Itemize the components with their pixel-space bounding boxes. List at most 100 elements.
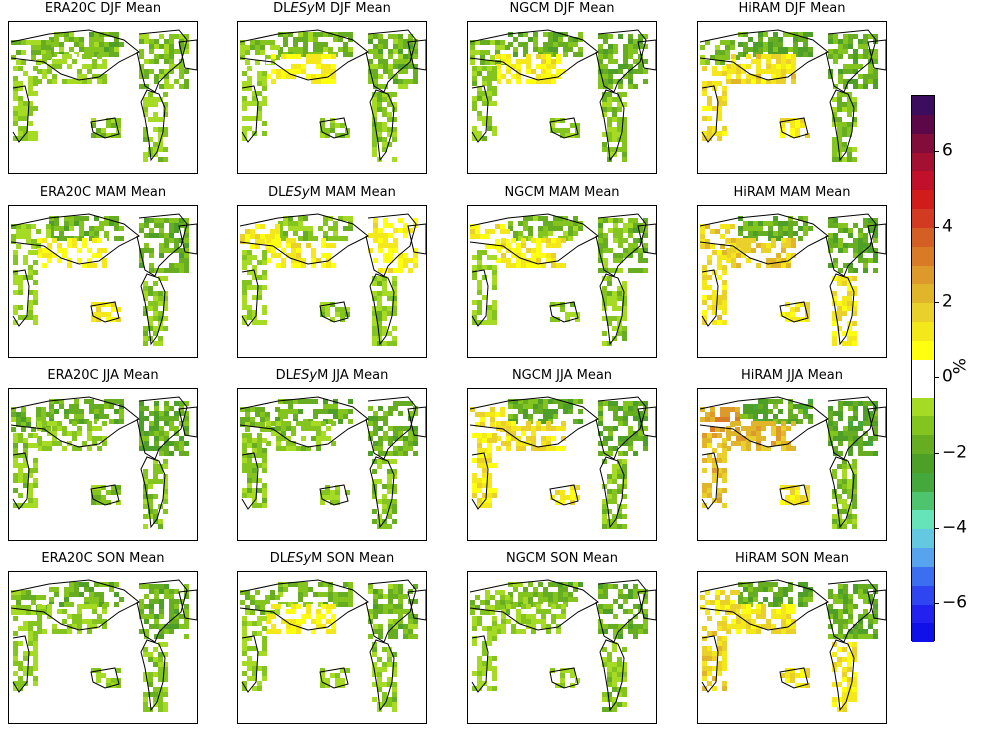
grid-cell — [717, 101, 722, 106]
grid-cell — [513, 47, 518, 52]
grid-cell — [47, 446, 52, 451]
grid-cell — [252, 438, 257, 443]
grid-cell — [387, 117, 392, 122]
grid-cell — [158, 667, 163, 672]
grid-cell — [94, 404, 99, 409]
grid-cell — [92, 74, 97, 79]
grid-cell — [623, 223, 628, 228]
grid-cell — [28, 275, 33, 280]
grid-cell — [144, 406, 149, 411]
grid-cell — [551, 79, 556, 84]
grid-cell — [106, 683, 111, 688]
grid-cell — [798, 47, 803, 52]
grid-cell — [144, 74, 149, 79]
grid-cell — [546, 441, 551, 446]
grid-cell — [291, 604, 296, 609]
grid-cell — [570, 312, 575, 317]
grid-cell — [778, 602, 783, 607]
grid-cell — [778, 47, 783, 52]
grid-cell — [598, 84, 603, 89]
coastline — [699, 29, 829, 81]
grid-cell — [89, 32, 94, 37]
grid-cell — [531, 258, 536, 263]
grid-cell — [786, 238, 791, 243]
grid-cell — [511, 64, 516, 69]
grid-cell — [852, 519, 857, 524]
grid-cell — [283, 32, 288, 37]
grid-cell — [838, 416, 843, 421]
grid-cell — [33, 443, 38, 448]
grid-cell — [578, 52, 583, 57]
grid-cell — [266, 614, 271, 619]
grid-cell — [516, 619, 521, 624]
grid-cell — [873, 79, 878, 84]
grid-cell — [492, 270, 497, 275]
grid-cell — [832, 122, 837, 127]
grid-cell — [702, 433, 707, 438]
grid-cell — [873, 416, 878, 421]
grid-cell — [23, 126, 28, 131]
grid-cell — [387, 697, 392, 702]
grid-cell — [607, 127, 612, 132]
grid-cell — [863, 74, 868, 79]
grid-cell — [143, 132, 148, 137]
grid-cell — [257, 76, 262, 81]
grid-cell — [87, 64, 92, 69]
grid-cell — [265, 595, 270, 600]
grid-cell — [184, 624, 189, 629]
grid-cell — [558, 592, 563, 597]
grid-cell — [472, 126, 477, 131]
grid-cell — [144, 243, 149, 248]
grid-cell — [169, 248, 174, 253]
grid-cell — [288, 409, 293, 414]
grid-cell — [700, 224, 705, 229]
grid-cell — [741, 253, 746, 258]
grid-cell — [702, 81, 707, 86]
grid-cell — [13, 136, 18, 141]
grid-cell — [291, 624, 296, 629]
grid-cell — [548, 226, 553, 231]
grid-cell — [482, 280, 487, 285]
grid-cell — [16, 417, 21, 422]
grid-cell — [607, 281, 612, 286]
grid-cell — [18, 681, 23, 686]
grid-cell — [766, 263, 771, 268]
grid-cell — [293, 226, 298, 231]
grid-cell — [511, 436, 516, 441]
grid-cell — [154, 446, 159, 451]
grid-cell — [548, 602, 553, 607]
grid-cell — [528, 597, 533, 602]
grid-cell — [398, 218, 403, 223]
grid-cell — [492, 285, 497, 290]
grid-cell — [94, 52, 99, 57]
grid-cell — [795, 123, 800, 128]
grid-cell — [311, 619, 316, 624]
grid-cell — [741, 248, 746, 253]
grid-cell — [720, 590, 725, 595]
grid-cell — [368, 634, 373, 639]
grid-cell — [311, 258, 316, 263]
grid-cell — [387, 657, 392, 662]
grid-cell — [832, 276, 837, 281]
grid-cell — [343, 52, 348, 57]
grid-cell — [702, 295, 707, 300]
grid-cell — [372, 276, 377, 281]
grid-cell — [873, 228, 878, 233]
grid-cell — [242, 106, 247, 111]
grid-cell — [169, 624, 174, 629]
grid-cell — [858, 84, 863, 89]
grid-cell — [618, 441, 623, 446]
grid-cell — [398, 604, 403, 609]
grid-cell — [345, 490, 350, 495]
grid-cell — [623, 406, 628, 411]
grid-cell — [482, 666, 487, 671]
grid-cell — [633, 436, 638, 441]
grid-cell — [546, 629, 551, 634]
grid-cell — [33, 621, 38, 626]
grid-cell — [617, 464, 622, 469]
grid-cell — [164, 594, 169, 599]
grid-cell — [99, 602, 104, 607]
grid-cell — [622, 147, 627, 152]
grid-cell — [42, 238, 47, 243]
grid-cell — [49, 414, 54, 419]
